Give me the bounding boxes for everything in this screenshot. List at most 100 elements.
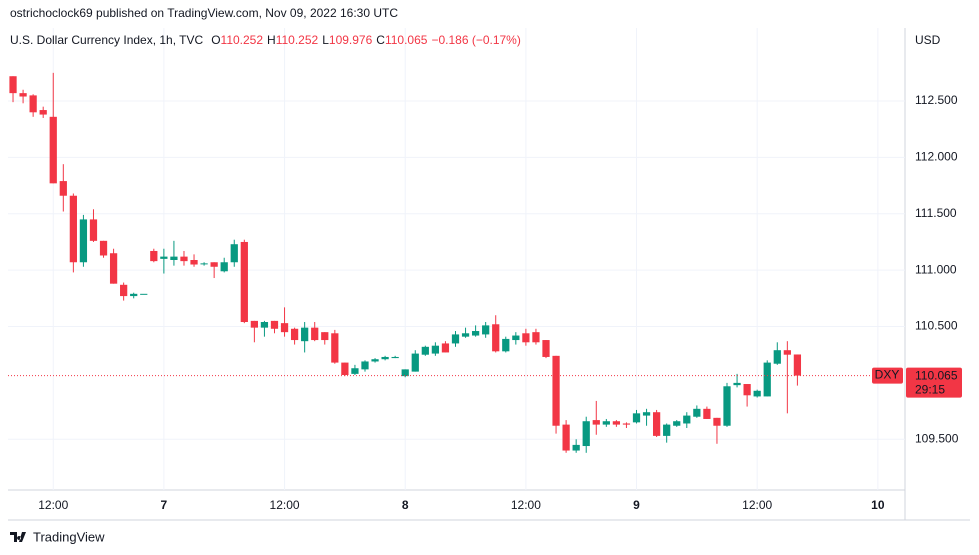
candle-body (743, 384, 751, 396)
candle-body (9, 76, 17, 94)
candle-body (451, 334, 460, 344)
candle-body (301, 327, 309, 342)
x-tick-label: 7 (161, 498, 168, 512)
legend: U.S. Dollar Currency Index, 1h, TVC O110.… (10, 33, 521, 47)
candle-body (693, 408, 701, 417)
brand-logo (10, 532, 26, 542)
candle-body (632, 413, 641, 423)
candle-body (120, 284, 128, 297)
price-tag (906, 367, 962, 398)
candle-body (471, 331, 480, 336)
candle-body (683, 415, 691, 424)
candle-body (260, 322, 269, 328)
candle-body (331, 333, 339, 363)
currency: USD (915, 33, 941, 47)
candle-body (592, 420, 600, 425)
candle-body (793, 354, 802, 376)
candle-body (311, 327, 319, 341)
candle-body (170, 256, 178, 260)
price-tag-value: 110.065 (915, 369, 958, 383)
y-tick-label: 112.500 (915, 93, 958, 107)
candle-body (773, 350, 781, 364)
candle-body (673, 421, 681, 426)
candle-body (733, 382, 741, 386)
x-tick-label: 12:00 (270, 498, 300, 512)
brand: TradingView (33, 529, 105, 544)
candle-body (763, 362, 771, 397)
candle-body (642, 412, 651, 416)
candle-body (542, 340, 550, 357)
candle-body (492, 324, 500, 352)
candle-body (552, 355, 560, 426)
candle-body (270, 320, 279, 329)
x-tick-label: 12:00 (742, 498, 772, 512)
candle-body (482, 325, 490, 335)
candle-body (210, 262, 218, 267)
candle-body (220, 262, 228, 272)
candle-body (391, 356, 399, 359)
ohlc-key: C (376, 33, 385, 47)
y-tick-label: 109.500 (915, 431, 959, 445)
candle-body (753, 390, 761, 397)
candle-body (290, 328, 299, 341)
title: U.S. Dollar Currency Index, 1h, TVC (10, 33, 204, 47)
candle-body (381, 356, 389, 360)
ohlc-key: H (267, 33, 276, 47)
candle-body (140, 293, 148, 295)
ohlc-value: 109.976 (329, 33, 373, 47)
candle-body (723, 386, 731, 426)
y-tick-label: 111.500 (915, 206, 957, 220)
candle-body (361, 361, 369, 370)
candle-body (582, 421, 590, 447)
change: −0.186 (−0.17%) (431, 33, 520, 47)
candle-body (371, 359, 379, 362)
candle-body (401, 369, 409, 377)
candle-body (240, 241, 248, 323)
x-tick-label: 12:00 (38, 498, 68, 512)
candle-body (49, 116, 57, 184)
ohlc-value: 110.252 (221, 33, 264, 47)
candle-body (602, 421, 610, 425)
y-tick-label: 111.000 (915, 262, 957, 276)
candle-body (190, 260, 198, 265)
candle-body (703, 408, 711, 419)
candle-body (612, 421, 621, 425)
candle-body (461, 333, 470, 337)
candle-body (562, 424, 570, 451)
candle-body (532, 332, 540, 343)
candle-body (652, 412, 661, 436)
x-tick-label: 8 (402, 498, 409, 512)
candle-body (160, 256, 168, 259)
candle-body (431, 345, 440, 354)
candle-body (280, 323, 289, 333)
candle-body (39, 110, 47, 115)
candle-body (130, 293, 138, 297)
x-tick-label: 10 (871, 498, 885, 512)
candle-body (713, 417, 721, 426)
candle-body (321, 332, 329, 341)
candle-body (230, 244, 238, 263)
candle-body (663, 424, 671, 436)
x-tick-label: 12:00 (511, 498, 541, 512)
candle-body (79, 219, 88, 263)
candle-body (200, 263, 208, 265)
candle-body (29, 95, 37, 113)
candle-body (19, 93, 27, 97)
candle-body (89, 219, 98, 241)
publisher: ostrichoclock69 published on TradingView… (10, 6, 398, 20)
candle-body (59, 181, 67, 196)
candle-body (180, 256, 188, 262)
x-tick-label: 9 (633, 498, 640, 512)
candle-body (69, 195, 77, 263)
candle-body (783, 350, 791, 355)
symbol: DXY (875, 368, 900, 382)
ohlc-value: 110.252 (276, 33, 319, 47)
ohlc-value: 110.065 (385, 33, 428, 47)
candle-body (109, 253, 118, 284)
candle-body (421, 346, 429, 355)
y-tick-label: 112.000 (915, 150, 958, 164)
ohlc-key: L (322, 33, 329, 47)
ohlc-key: O (211, 33, 220, 47)
candle-body (502, 338, 510, 352)
